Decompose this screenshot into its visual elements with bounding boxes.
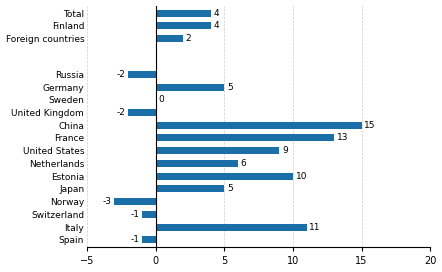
Bar	[156, 35, 183, 42]
Text: 5: 5	[227, 82, 233, 91]
Bar	[156, 22, 210, 29]
Text: 2: 2	[186, 34, 191, 43]
Text: 11: 11	[309, 222, 321, 231]
Text: 13: 13	[337, 134, 348, 143]
Text: -1: -1	[130, 210, 139, 219]
Bar	[128, 71, 156, 78]
Text: 0: 0	[158, 95, 164, 104]
Text: -1: -1	[130, 235, 139, 244]
Text: -2: -2	[117, 108, 126, 117]
Text: 4: 4	[213, 21, 219, 30]
Bar	[156, 84, 224, 91]
Text: -2: -2	[117, 70, 126, 79]
Text: 10: 10	[296, 172, 307, 181]
Text: 15: 15	[364, 121, 376, 130]
Bar	[156, 134, 334, 141]
Bar	[156, 122, 362, 129]
Text: -3: -3	[103, 197, 112, 206]
Bar	[142, 236, 156, 243]
Bar	[114, 198, 156, 205]
Text: 6: 6	[241, 159, 247, 168]
Text: 9: 9	[282, 146, 288, 155]
Bar	[156, 224, 307, 231]
Text: 4: 4	[213, 9, 219, 18]
Bar	[156, 173, 293, 180]
Text: 5: 5	[227, 184, 233, 193]
Bar	[128, 109, 156, 116]
Bar	[156, 160, 238, 167]
Bar	[156, 10, 210, 17]
Bar	[156, 147, 279, 154]
Bar	[142, 211, 156, 218]
Bar	[156, 185, 224, 192]
